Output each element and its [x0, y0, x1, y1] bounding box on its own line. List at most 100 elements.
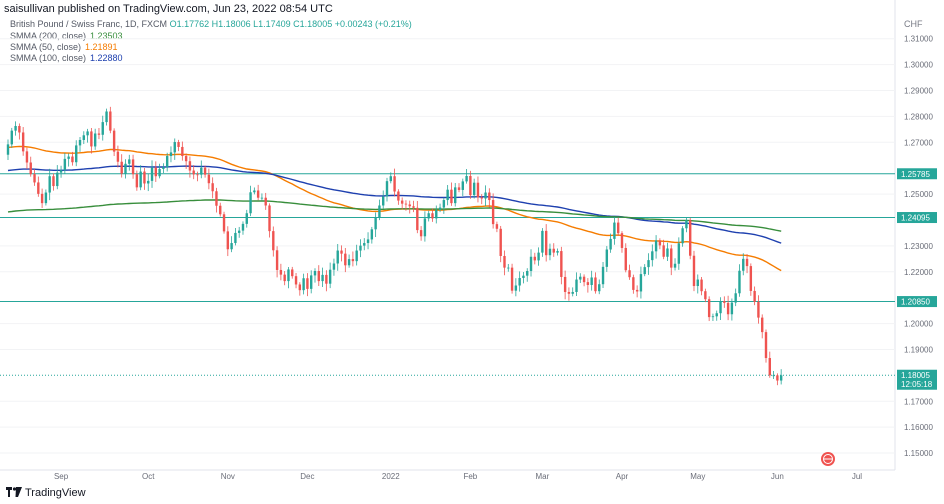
candle-body: [431, 213, 434, 219]
indicator-smma-50[interactable]: SMMA (50, close) 1.21891: [10, 42, 118, 52]
candle-body: [52, 176, 55, 187]
candle-body: [742, 258, 745, 271]
smma-lines: [7, 145, 782, 272]
candle-body: [469, 175, 472, 196]
candle-body: [632, 277, 635, 290]
candle-body: [260, 197, 264, 199]
indicator-value: 1.23503: [90, 31, 123, 41]
x-axis[interactable]: Sep Oct Nov Dec 2022 Feb Mar Apr May Jun Jul: [54, 472, 862, 481]
x-tick-label: Jul: [852, 472, 862, 481]
candle-body: [503, 255, 506, 268]
candle-body: [726, 302, 730, 315]
candle-body: [21, 132, 25, 152]
candle-body: [419, 230, 423, 237]
candle-body: [658, 240, 662, 246]
candle-body: [131, 159, 135, 175]
candle-body: [488, 192, 491, 201]
candle-body: [294, 276, 298, 285]
candle-body: [116, 151, 120, 162]
candle-body: [563, 276, 567, 292]
y-tick-label: 1.28000: [904, 112, 933, 121]
x-tick-label: Apr: [616, 472, 629, 481]
candle-body: [14, 125, 17, 131]
candle-body: [177, 142, 180, 147]
candle-body: [75, 145, 78, 163]
candle-body: [719, 301, 722, 314]
symbol-name[interactable]: British Pound / Swiss Franc, 1D, FXCM: [10, 19, 168, 29]
candle-body: [10, 130, 13, 145]
candle-body: [241, 223, 245, 231]
candle-body: [40, 193, 44, 204]
indicator-smma-200[interactable]: SMMA (200, close) 1.23503: [10, 31, 123, 41]
x-tick-label: Nov: [221, 472, 235, 481]
candle-body: [745, 258, 749, 267]
candle-body: [359, 245, 362, 251]
candle-body: [480, 197, 483, 199]
candle-body: [67, 156, 70, 159]
candle-body: [541, 230, 544, 253]
candle-body: [761, 317, 764, 333]
y-tick-label: 1.25000: [904, 190, 933, 199]
candle-body: [128, 159, 131, 164]
candle-body: [704, 291, 707, 300]
candle-body: [86, 131, 89, 136]
candle-body: [306, 278, 309, 289]
candle-body: [313, 271, 317, 276]
candle-body: [590, 277, 593, 285]
candle-body: [101, 122, 104, 135]
candle-body: [302, 278, 305, 291]
y-tick-label: 1.29000: [904, 87, 933, 96]
candle-body: [685, 220, 688, 229]
candle-body: [620, 233, 624, 248]
candle-body: [643, 267, 646, 275]
candle-body: [366, 239, 370, 244]
candle-body: [514, 285, 518, 291]
candle-body: [757, 301, 760, 318]
candle-body: [325, 274, 328, 284]
candle-body: [256, 190, 260, 198]
candle-body: [317, 271, 320, 282]
candle-body: [518, 277, 521, 286]
candle-body: [753, 290, 756, 302]
candle-body: [355, 250, 358, 262]
candle-body: [124, 163, 127, 174]
tradingview-footer[interactable]: TradingView: [6, 487, 86, 499]
candle-body: [454, 187, 457, 204]
candle-body: [33, 174, 36, 183]
candle-body: [423, 218, 427, 237]
candle-body: [738, 270, 741, 294]
indicator-smma-100[interactable]: SMMA (100, close) 1.22880: [10, 53, 123, 63]
candle-body: [184, 156, 188, 162]
countdown-label: 12:05:18: [901, 380, 933, 389]
candle-body: [465, 175, 468, 182]
candle-body: [647, 260, 650, 268]
candle-body: [6, 144, 10, 155]
tradingview-logo-icon: [6, 487, 22, 497]
y-axis[interactable]: 1.31000 1.30000 1.29000 1.28000 1.27000 1.250…: [904, 35, 933, 458]
candle-body: [457, 187, 461, 190]
candle-body: [109, 111, 112, 131]
candle-body: [253, 190, 256, 193]
candle-body: [408, 204, 411, 207]
candle-body: [162, 167, 165, 169]
candle-body: [764, 332, 768, 359]
candle-body: [700, 279, 703, 292]
candle-body: [446, 189, 449, 201]
candle-body: [264, 197, 267, 206]
candle-body: [340, 250, 343, 254]
candle-body: [78, 139, 82, 146]
y-tick-label: 1.15000: [904, 449, 933, 458]
candle-body: [203, 167, 207, 175]
candle-body: [268, 205, 271, 232]
candle-body: [139, 171, 142, 188]
candle-body: [548, 248, 552, 256]
candles: [6, 106, 783, 386]
candle-body: [351, 259, 355, 262]
earnings-flag-icon[interactable]: [821, 452, 835, 466]
candle-body: [48, 176, 51, 193]
candle-body: [601, 266, 605, 285]
grid: [0, 0, 896, 471]
candle-body: [332, 263, 336, 270]
candle-body: [582, 276, 586, 283]
